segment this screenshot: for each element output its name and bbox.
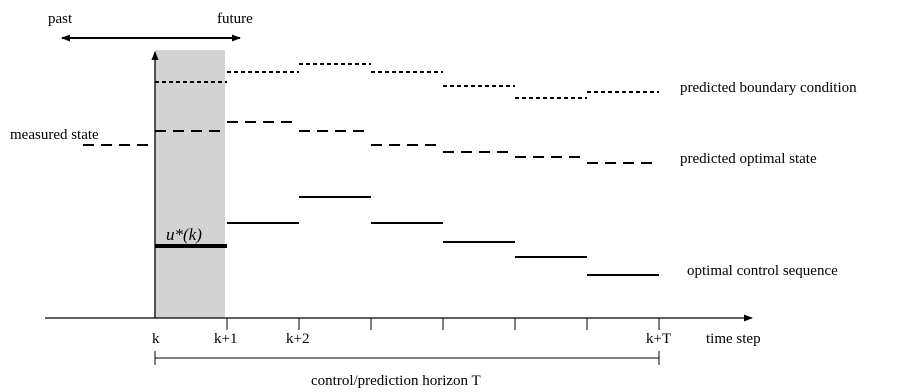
optimal-control-sequence-line bbox=[227, 196, 659, 276]
time-axis-label: time step bbox=[706, 331, 761, 347]
tick-label-k-plus-1: k+1 bbox=[214, 331, 237, 347]
future-label: future bbox=[217, 11, 253, 27]
predicted-boundary-condition-line bbox=[155, 63, 659, 99]
optimal-control-label: optimal control sequence bbox=[687, 263, 838, 279]
tick-label-k: k bbox=[152, 331, 160, 347]
measured-state-label: measured state bbox=[10, 127, 99, 143]
predicted-optimal-state-label: predicted optimal state bbox=[680, 151, 817, 167]
past-label: past bbox=[48, 11, 73, 27]
predicted-optimal-state-line bbox=[155, 121, 659, 164]
horizon-bracket bbox=[154, 351, 660, 365]
current-interval-shading bbox=[155, 50, 225, 318]
time-tick-marks bbox=[226, 318, 660, 330]
horizon-label: control/prediction horizon T bbox=[311, 373, 481, 389]
current-control-label: u*(k) bbox=[166, 225, 202, 244]
tick-label-k-plus-2: k+2 bbox=[286, 331, 309, 347]
predicted-boundary-label: predicted boundary condition bbox=[680, 80, 857, 96]
tick-label-k-plus-t: k+T bbox=[646, 331, 671, 347]
